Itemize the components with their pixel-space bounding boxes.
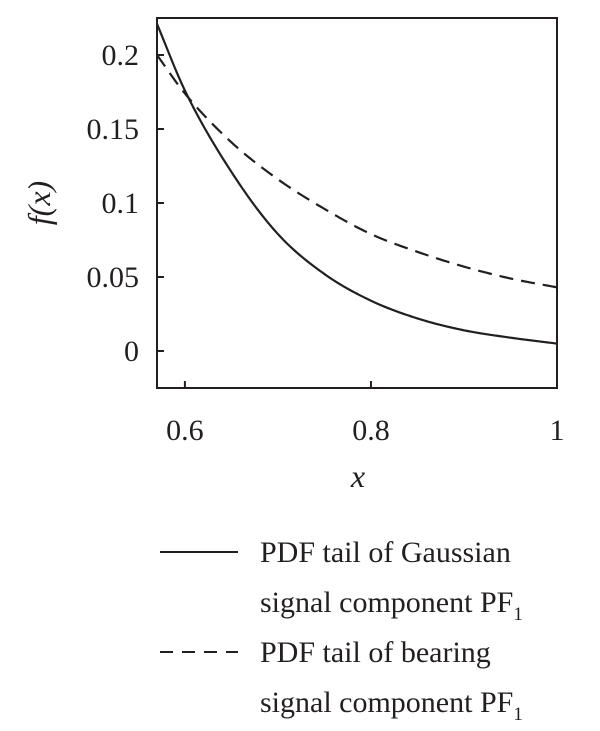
series-line-bearing	[156, 54, 558, 289]
y-tick-label: 0.2	[102, 39, 140, 72]
legend-label-bearing-line1: PDF tail of bearing	[260, 636, 491, 669]
x-tick-label: 1	[550, 414, 565, 447]
legend-label-gaussian-main: signal component PF	[260, 586, 513, 619]
legend-label-gaussian-line1: PDF tail of Gaussian	[260, 536, 511, 569]
legend-label-gaussian-subscript: 1	[513, 604, 523, 625]
plot-area	[155, 23, 558, 345]
y-tick-label: 0.15	[87, 113, 140, 146]
legend-label-bearing-main: signal component PF	[260, 686, 513, 719]
x-axis: 0.6 0.8 1	[166, 381, 565, 447]
legend: PDF tail of Gaussian signal component PF…	[160, 536, 523, 725]
y-tick-label: 0.1	[102, 187, 140, 220]
series-line-gaussian	[155, 23, 558, 345]
plot-frame	[156, 17, 558, 389]
legend-label-bearing-subscript: 1	[513, 704, 523, 725]
y-axis-title: f(x)	[21, 181, 57, 225]
x-axis-title: x	[350, 458, 365, 494]
x-tick-label: 0.8	[352, 414, 390, 447]
y-tick-label: 0.05	[87, 261, 140, 294]
y-tick-label: 0	[124, 335, 139, 368]
y-axis: 0 0.05 0.1 0.15 0.2	[87, 39, 164, 368]
legend-label-gaussian-line2: signal component PF1	[260, 586, 523, 625]
x-tick-label: 0.6	[166, 414, 204, 447]
legend-label-bearing-line2: signal component PF1	[260, 686, 523, 725]
